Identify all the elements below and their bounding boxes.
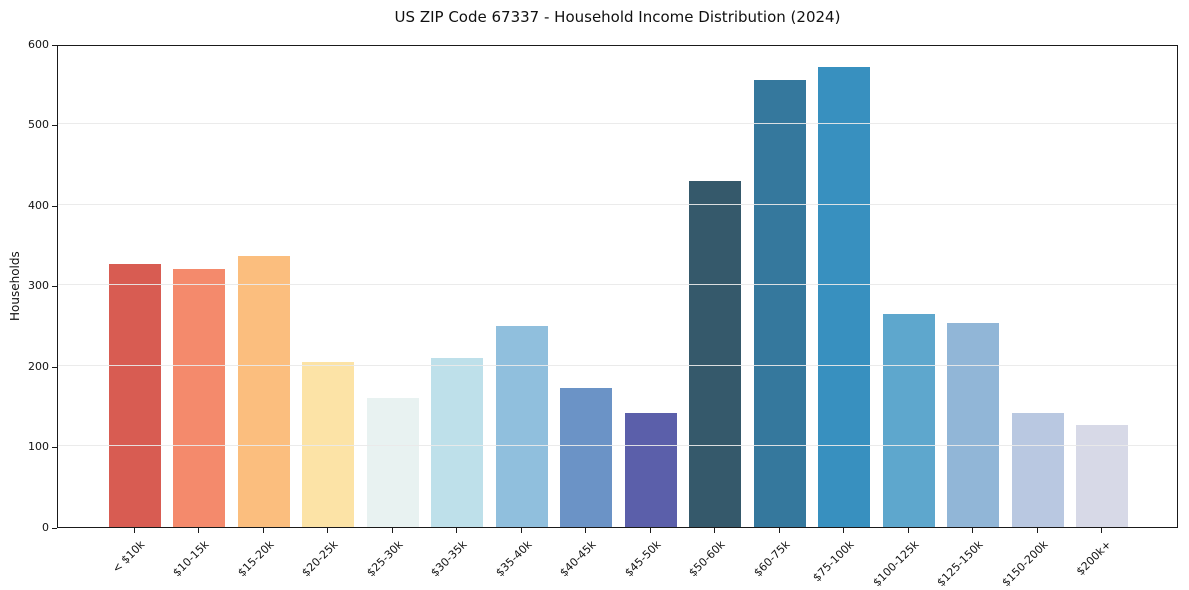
bar-$50-60k: [689, 181, 742, 527]
bar-$15-20k: [237, 256, 290, 527]
gridline-200: [58, 365, 1177, 366]
y-tick-label-400: 400: [28, 199, 49, 212]
x-tick-mark-$30-35k: [456, 528, 457, 533]
x-tick-mark-$100-125k: [908, 528, 909, 533]
bar-$30-35k: [431, 358, 484, 527]
y-tick-mark-200: [52, 367, 57, 368]
x-tick-label-< $10k: < $10k: [109, 538, 148, 576]
gridline-400: [58, 204, 1177, 205]
x-tick-label-$15-20k: $15-20k: [234, 538, 277, 580]
y-tick-label-200: 200: [28, 360, 49, 373]
x-tick-mark-$35-40k: [521, 528, 522, 533]
x-tick-mark-$125-150k: [972, 528, 973, 533]
x-tick-mark-$50-60k: [714, 528, 715, 533]
bar-$35-40k: [495, 326, 548, 527]
y-tick-label-300: 300: [28, 279, 49, 292]
x-tick-label-$20-25k: $20-25k: [298, 538, 341, 580]
x-tick-label-$45-50k: $45-50k: [621, 538, 664, 580]
x-tick-mark-$20-25k: [327, 528, 328, 533]
x-tick-mark-$200k+: [1101, 528, 1102, 533]
x-tick-mark-$40-45k: [585, 528, 586, 533]
x-tick-mark-$45-50k: [650, 528, 651, 533]
bar-$40-45k: [560, 388, 613, 527]
bar-$25-30k: [366, 398, 419, 527]
x-tick-label-$40-45k: $40-45k: [556, 538, 599, 580]
x-tick-label-$100-125k: $100-125k: [870, 538, 922, 590]
x-tick-mark-< $10k: [134, 528, 135, 533]
y-tick-label-600: 600: [28, 38, 49, 51]
x-tick-mark-$150-200k: [1037, 528, 1038, 533]
chart-title: US ZIP Code 67337 - Household Income Dis…: [394, 8, 841, 26]
bar-$200k+: [1076, 425, 1129, 527]
bar-$150-200k: [1011, 413, 1064, 527]
y-tick-mark-500: [52, 125, 57, 126]
x-tick-label-$60-75k: $60-75k: [750, 538, 793, 580]
x-tick-label-$75-100k: $75-100k: [809, 538, 857, 585]
y-tick-mark-100: [52, 447, 57, 448]
x-tick-label-$200k+: $200k+: [1074, 538, 1115, 579]
bar-$100-125k: [882, 314, 935, 527]
x-tick-label-$30-35k: $30-35k: [427, 538, 470, 580]
gridline-300: [58, 284, 1177, 285]
plot-area: [57, 45, 1178, 528]
x-tick-label-$35-40k: $35-40k: [492, 538, 535, 580]
gridline-500: [58, 123, 1177, 124]
y-tick-mark-300: [52, 286, 57, 287]
x-tick-mark-$25-30k: [392, 528, 393, 533]
x-tick-label-$150-200k: $150-200k: [999, 538, 1051, 590]
y-tick-mark-0: [52, 528, 57, 529]
y-tick-label-500: 500: [28, 118, 49, 131]
bar-$75-100k: [818, 67, 871, 527]
x-tick-label-$125-150k: $125-150k: [934, 538, 986, 590]
bar-< $10k: [108, 264, 161, 527]
x-tick-label-$25-30k: $25-30k: [363, 538, 406, 580]
x-tick-label-$10-15k: $10-15k: [169, 538, 212, 580]
bar-$45-50k: [624, 413, 677, 527]
x-tick-mark-$75-100k: [843, 528, 844, 533]
y-tick-mark-600: [52, 45, 57, 46]
bar-$10-15k: [173, 269, 226, 527]
x-tick-mark-$15-20k: [263, 528, 264, 533]
x-tick-mark-$60-75k: [779, 528, 780, 533]
bar-$125-150k: [947, 323, 1000, 527]
bar-$60-75k: [753, 80, 806, 527]
y-tick-mark-400: [52, 206, 57, 207]
y-tick-label-0: 0: [42, 521, 49, 534]
gridline-100: [58, 445, 1177, 446]
bar-$20-25k: [302, 362, 355, 527]
y-tick-label-100: 100: [28, 440, 49, 453]
x-tick-mark-$10-15k: [198, 528, 199, 533]
x-tick-label-$50-60k: $50-60k: [685, 538, 728, 580]
